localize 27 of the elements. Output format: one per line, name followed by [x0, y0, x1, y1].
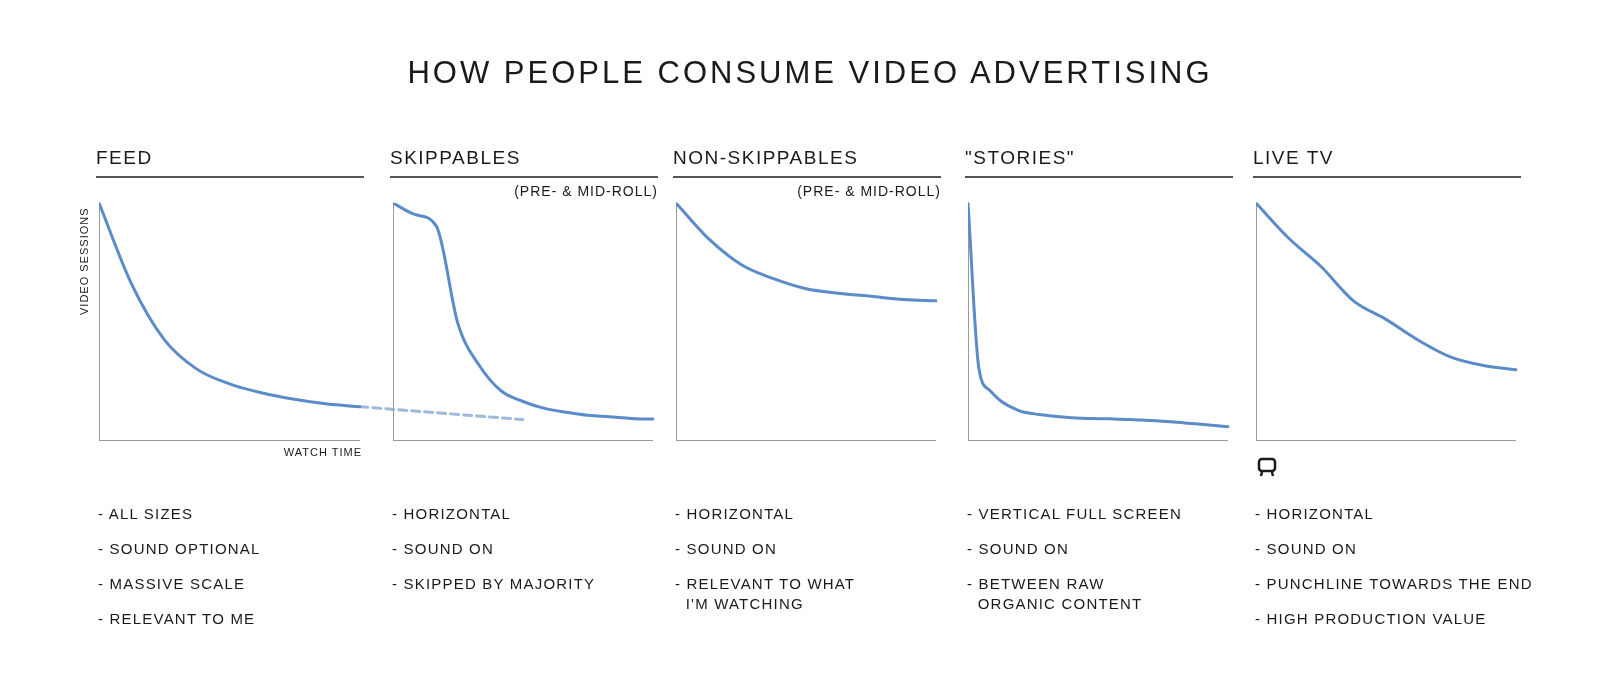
text: - ALL SIZES [98, 504, 195, 524]
text: - BETWEEN RAW ORGANIC CONTENT [967, 574, 1144, 614]
chart-title: SKIPPABLES [390, 147, 522, 169]
text: - SOUND ON [392, 539, 495, 559]
chart-subtitle: (PRE- & MID-ROLL) [796, 183, 941, 199]
text: - HORIZONTAL [392, 504, 513, 524]
chart-subtitle: (PRE- & MID-ROLL) [513, 183, 658, 199]
text: - SOUND ON [1255, 539, 1358, 559]
text: - HORIZONTAL [675, 504, 796, 524]
chart-title: LIVE TV [1253, 147, 1335, 169]
text: - HIGH PRODUCTION VALUE [1255, 609, 1488, 629]
text: - HORIZONTAL [1255, 504, 1376, 524]
chart-title: FEED [96, 147, 154, 169]
chart-title: "STORIES" [965, 147, 1077, 169]
chart-title: NON-SKIPPABLES [673, 147, 860, 169]
y-axis-title: VIDEO SESSIONS [78, 206, 91, 315]
text: - SOUND ON [967, 539, 1070, 559]
text: - PUNCHLINE TOWARDS THE END [1255, 574, 1534, 594]
x-axis-title: WATCH TIME [282, 446, 362, 458]
text: - RELEVANT TO ME [98, 609, 257, 629]
text: HOW PEOPLE CONSUME VIDEO ADVERTISING [406, 55, 1214, 91]
text: - SKIPPED BY MAJORITY [392, 574, 597, 594]
text: - SOUND OPTIONAL [98, 539, 262, 559]
text: - SOUND ON [675, 539, 778, 559]
text: - MASSIVE SCALE [98, 574, 247, 594]
text: - VERTICAL FULL SCREEN [967, 504, 1184, 524]
text: - RELEVANT TO WHAT I'M WATCHING [675, 574, 857, 614]
